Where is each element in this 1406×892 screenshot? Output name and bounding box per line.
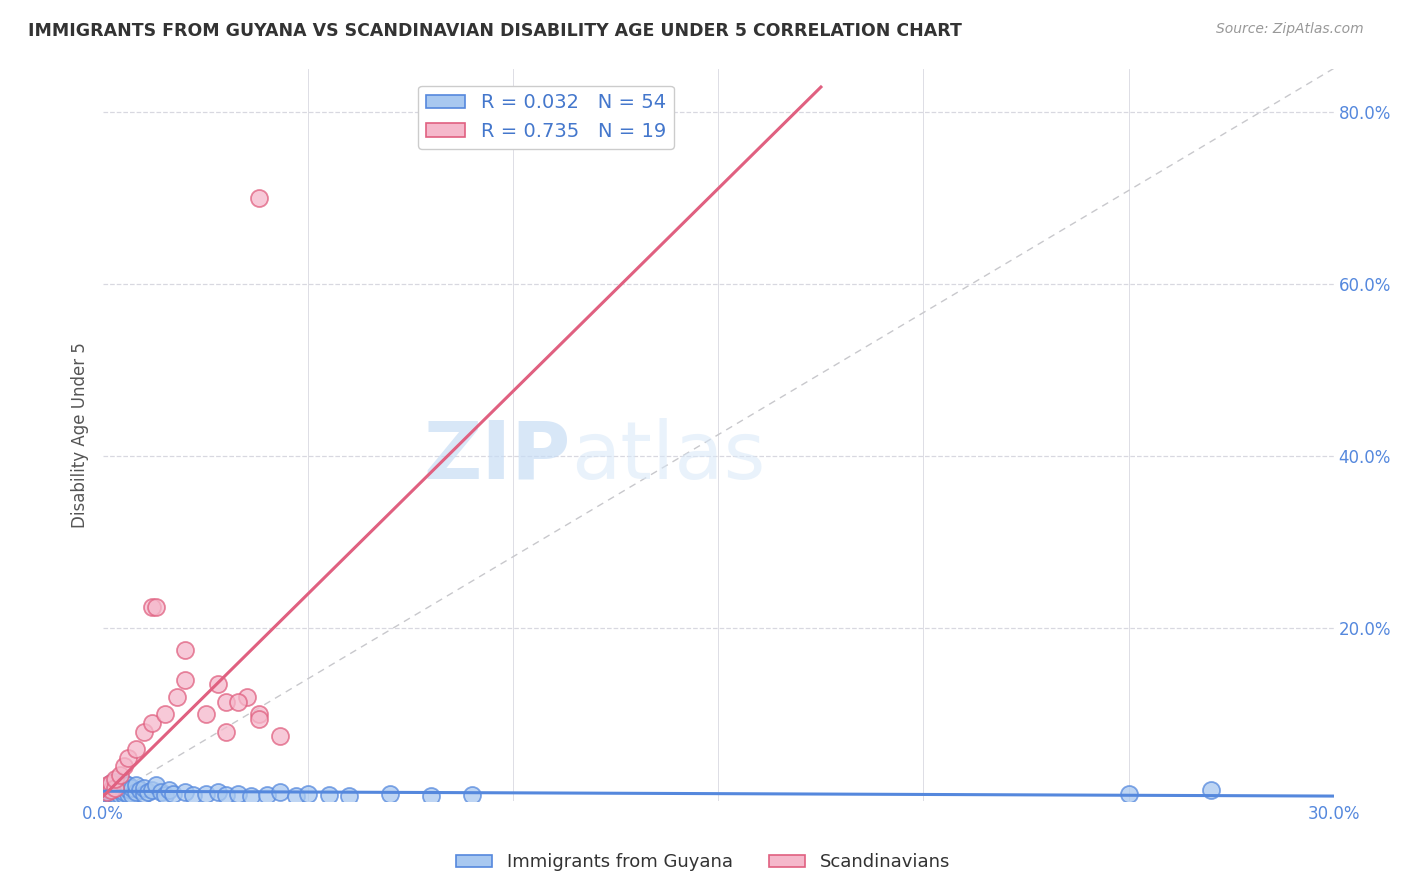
Point (117, 778, 139, 792)
Point (100, 780, 122, 795)
Point (117, 787, 139, 801)
Point (380, 787, 402, 801)
Point (461, 789, 484, 803)
Point (100, 785, 122, 799)
Point (104, 778, 127, 792)
Point (297, 787, 319, 801)
Point (1118, 787, 1140, 801)
Point (100, 776, 122, 790)
Point (420, 789, 443, 804)
Point (239, 789, 262, 804)
Point (108, 783, 131, 797)
Point (141, 783, 163, 797)
Point (96, 778, 118, 792)
Point (215, 695, 238, 709)
Point (215, 724, 238, 739)
Point (157, 783, 180, 797)
Point (121, 788, 143, 802)
Point (134, 780, 156, 795)
Point (207, 677, 229, 691)
Point (100, 789, 122, 803)
Point (166, 690, 188, 705)
Text: ZIP: ZIP (423, 417, 571, 496)
Point (141, 599, 163, 614)
Point (104, 772, 127, 786)
Point (136, 785, 159, 799)
Point (125, 778, 148, 792)
Point (104, 780, 127, 795)
Point (162, 787, 184, 801)
Point (96, 787, 118, 801)
Point (96, 785, 118, 799)
Point (174, 673, 197, 687)
Point (284, 789, 307, 804)
Point (121, 780, 143, 795)
Point (112, 789, 135, 803)
Point (194, 787, 217, 801)
Point (149, 785, 172, 799)
Point (194, 707, 217, 722)
Point (247, 191, 270, 205)
Point (96, 789, 118, 804)
Point (228, 787, 250, 801)
Point (96, 783, 118, 797)
Point (108, 768, 131, 782)
Point (104, 787, 127, 801)
Point (141, 716, 163, 731)
Point (129, 783, 152, 797)
Point (117, 750, 139, 764)
Point (112, 759, 135, 773)
Point (269, 785, 291, 799)
Point (134, 787, 156, 801)
Legend: R = 0.032   N = 54, R = 0.735   N = 19: R = 0.032 N = 54, R = 0.735 N = 19 (419, 86, 673, 149)
Point (1199, 783, 1222, 797)
Point (125, 785, 148, 799)
Point (318, 789, 340, 803)
Point (215, 789, 238, 803)
Point (228, 695, 250, 709)
Point (112, 780, 135, 795)
Point (112, 776, 135, 790)
Point (174, 643, 197, 657)
Text: IMMIGRANTS FROM GUYANA VS SCANDINAVIAN DISABILITY AGE UNDER 5 CORRELATION CHART: IMMIGRANTS FROM GUYANA VS SCANDINAVIAN D… (28, 22, 962, 40)
Text: atlas: atlas (571, 417, 765, 496)
Point (256, 789, 278, 803)
Point (100, 783, 122, 797)
Point (337, 789, 360, 804)
Legend: Immigrants from Guyana, Scandinavians: Immigrants from Guyana, Scandinavians (449, 847, 957, 879)
Point (269, 729, 291, 743)
Point (104, 783, 127, 797)
Point (125, 742, 148, 756)
Y-axis label: Disability Age Under 5: Disability Age Under 5 (72, 342, 89, 527)
Point (108, 788, 131, 802)
Point (183, 789, 205, 803)
Point (108, 778, 131, 792)
Point (134, 724, 156, 739)
Point (145, 778, 167, 792)
Point (153, 789, 176, 803)
Point (145, 599, 167, 614)
Point (174, 785, 197, 799)
Point (153, 707, 176, 722)
Point (235, 690, 257, 705)
Point (100, 776, 122, 790)
Point (112, 785, 135, 799)
Text: Source: ZipAtlas.com: Source: ZipAtlas.com (1216, 22, 1364, 37)
Point (104, 774, 127, 789)
Point (247, 707, 270, 722)
Point (104, 789, 127, 804)
Point (207, 785, 229, 799)
Point (247, 712, 270, 726)
Point (117, 782, 139, 797)
